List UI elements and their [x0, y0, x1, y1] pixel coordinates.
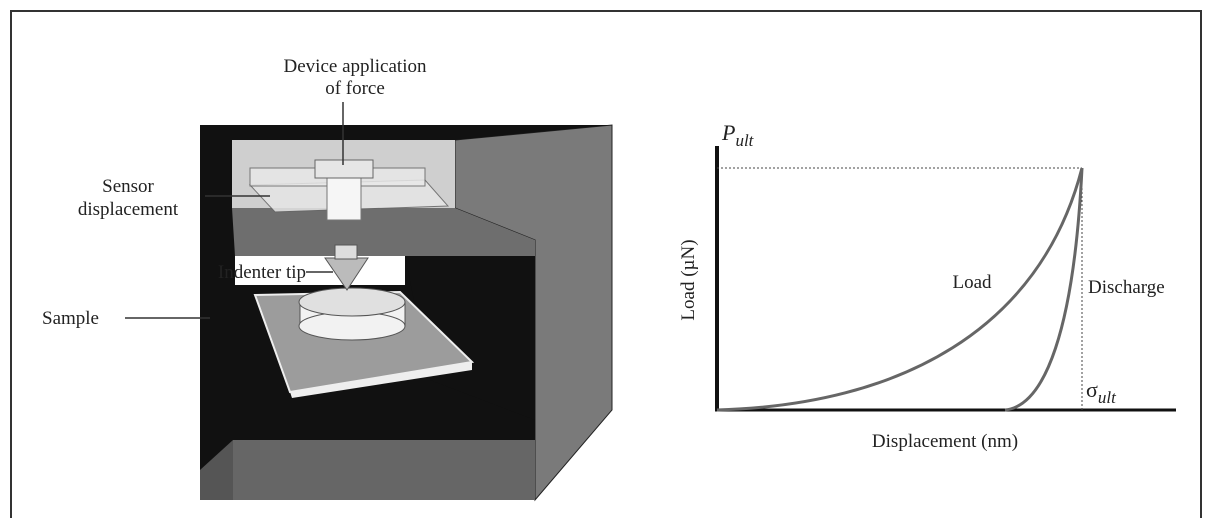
subscript: ult	[735, 131, 754, 150]
symbol: σ	[1086, 377, 1098, 402]
sample-label: Sample	[42, 308, 99, 329]
sigma-ult-label: σult	[1086, 377, 1117, 407]
subscript: ult	[1098, 388, 1117, 407]
indenter-device	[200, 125, 612, 500]
page: Device application of force Sensor displ…	[0, 0, 1212, 518]
discharge-label: Discharge	[1088, 277, 1165, 298]
force-label: of force	[325, 78, 385, 99]
symbol: P	[721, 120, 735, 145]
y-axis-label: Load (µN)	[678, 239, 699, 320]
sensor-label: displacement	[78, 199, 179, 220]
p-ult-label: Pult	[721, 120, 755, 150]
tip-label: Indenter tip	[218, 262, 306, 283]
load-curve	[717, 168, 1082, 410]
sensor-label: Sensor	[102, 176, 154, 197]
load-label: Load	[952, 272, 992, 293]
x-axis-label: Displacement (nm)	[872, 431, 1018, 452]
force-label: Device application	[284, 56, 427, 77]
